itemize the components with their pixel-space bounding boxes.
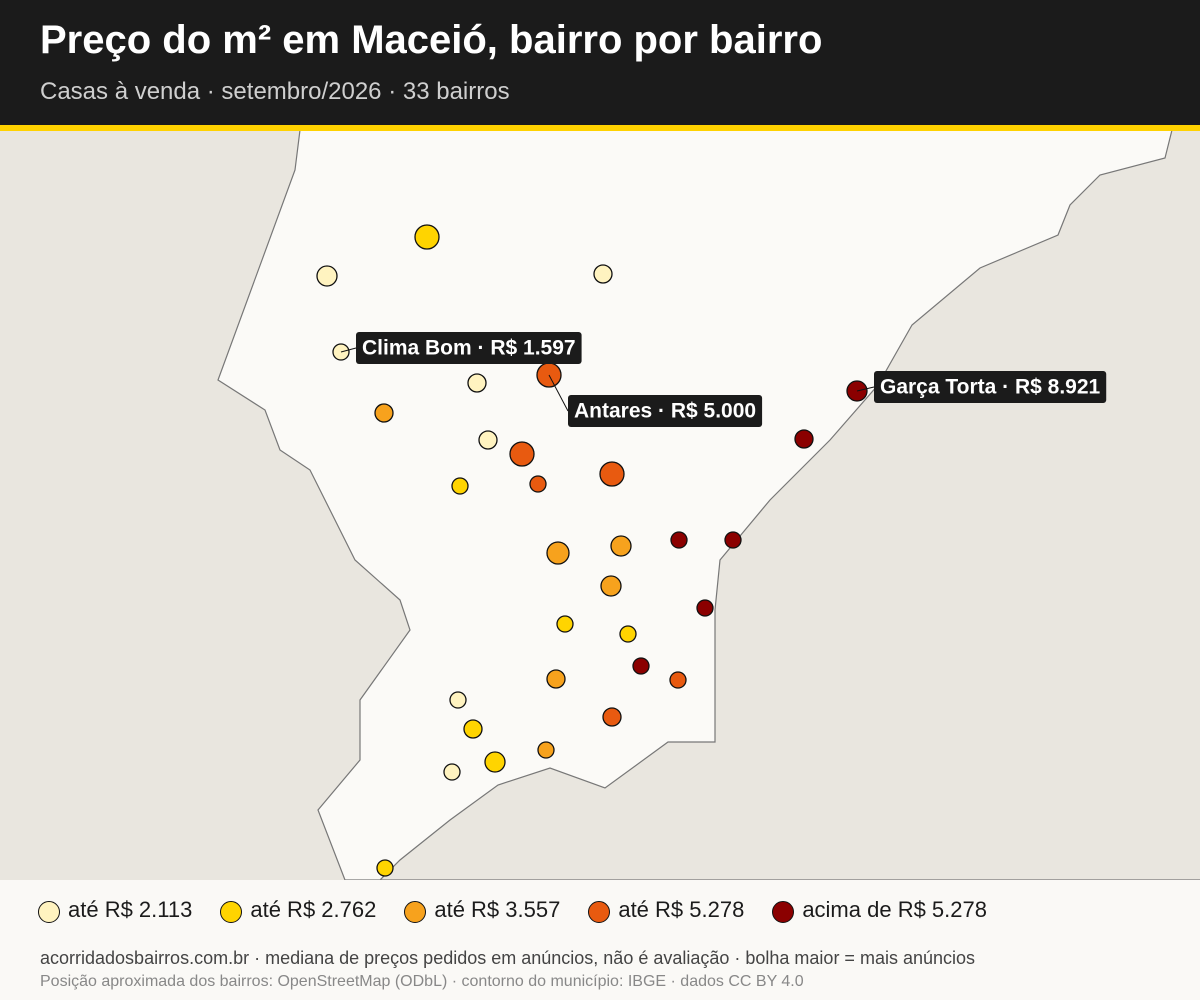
legend-item: até R$ 5.278: [588, 896, 744, 923]
legend-label: até R$ 5.278: [618, 896, 745, 922]
bubble: [478, 430, 498, 450]
bubble: [619, 625, 637, 643]
bubble: [600, 575, 622, 597]
bubble: [556, 615, 574, 633]
callout-box: [356, 332, 582, 364]
bubble: [546, 541, 570, 565]
bubble: [414, 224, 440, 250]
bubble: [451, 477, 469, 495]
bubble: [509, 441, 535, 467]
bubble: [602, 707, 622, 727]
legend-swatch: [220, 901, 243, 923]
bubble: [593, 264, 613, 284]
bubble: [670, 531, 688, 549]
callout-box: [568, 395, 763, 427]
bubble: [529, 475, 547, 493]
bubble: [632, 657, 650, 675]
header: Preço do m² em Maceió, bairro por bairro…: [0, 0, 1200, 131]
callout-box: [874, 371, 1107, 403]
leader: [856, 386, 875, 392]
bubble: [610, 535, 632, 557]
bubble: [599, 461, 625, 487]
bubble: [484, 751, 506, 773]
bubbles: [316, 224, 868, 877]
callout-label: Garça Torta · R$ 8.921: [880, 376, 1101, 399]
footer-note: acorridadosbairros.com.br · mediana de p…: [40, 948, 976, 968]
bubble: [463, 719, 483, 739]
bubble: [546, 669, 566, 689]
bubble: [724, 531, 742, 549]
callout: Clima Bom · R$ 1.597: [340, 332, 582, 364]
legend-item: até R$ 3.557: [404, 896, 560, 923]
callouts: Clima Bom · R$ 1.597 Antares · R$ 5.000 Ga…: [340, 332, 1107, 427]
footer-sources: Posição aproximada dos bairros: OpenStre…: [40, 973, 804, 990]
leader: [548, 374, 569, 412]
legend-label: acima de R$ 5.278: [802, 896, 987, 922]
bubble: [376, 859, 394, 877]
bubble: [443, 763, 461, 781]
legend-swatch: [404, 901, 427, 923]
legend-swatch: [772, 901, 795, 923]
legend-swatch: [588, 901, 611, 923]
subtitle: Casas à venda · setembro/2026 · 33 bairr…: [40, 78, 510, 105]
bubble: [374, 403, 394, 423]
legend-swatch: [38, 901, 60, 923]
callout-label: Antares · R$ 5.000: [574, 400, 756, 423]
callout: Antares · R$ 5.000: [548, 374, 763, 427]
legend-label: até R$ 3.557: [434, 896, 561, 922]
callout: Garça Torta · R$ 8.921: [856, 371, 1107, 403]
legend: até R$ 2.113 até R$ 2.762 até R$ 3.557 até …: [38, 896, 987, 923]
bubble: [449, 691, 467, 709]
legend-item: até R$ 2.762: [220, 896, 376, 923]
legend-item: acima de R$ 5.278: [772, 896, 987, 923]
legend-label: até R$ 2.762: [250, 896, 377, 922]
leader: [340, 347, 357, 353]
bubble: [696, 599, 714, 617]
municipality: [217, 131, 1200, 880]
bubble: [794, 429, 814, 449]
legend-item: até R$ 2.113: [38, 896, 192, 923]
title: Preço do m² em Maceió, bairro por bairro: [40, 18, 823, 62]
bubble: [537, 741, 555, 759]
legend-label: até R$ 2.113: [68, 896, 193, 922]
bubble: [316, 265, 338, 287]
bubble: [467, 373, 487, 393]
map: Clima Bom · R$ 1.597 Antares · R$ 5.000 Ga…: [0, 131, 1200, 880]
callout-label: Clima Bom · R$ 1.597: [362, 337, 576, 360]
bubble: [669, 671, 687, 689]
